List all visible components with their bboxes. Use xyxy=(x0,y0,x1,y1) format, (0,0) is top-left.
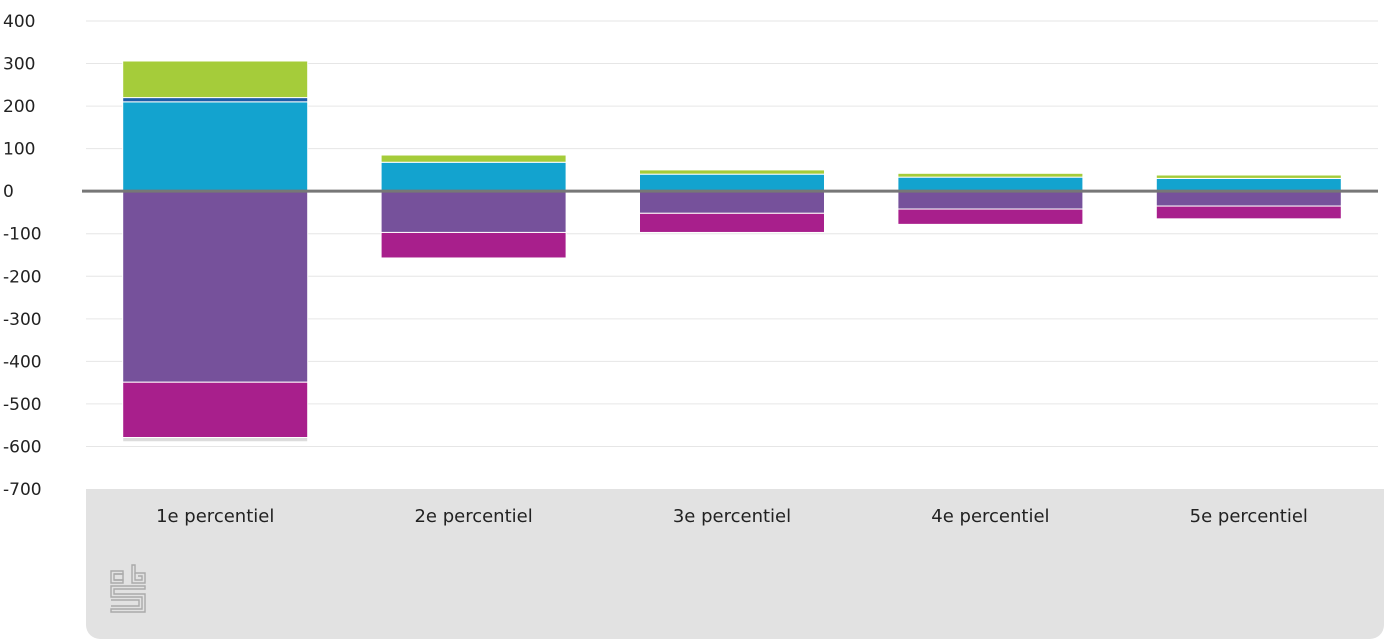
y-tick-label: 300 xyxy=(3,55,35,75)
bar-segment-2-6 xyxy=(380,154,567,163)
bar-segment-1-4 xyxy=(122,101,309,192)
bar-segment-5-4 xyxy=(1155,177,1342,192)
bar-segment-4-4 xyxy=(897,176,1084,192)
bar-segment-4-1 xyxy=(897,190,1084,210)
bar-segment-5-2 xyxy=(1155,205,1342,220)
y-tick-label: -300 xyxy=(3,310,42,330)
y-tick-label: 400 xyxy=(3,12,35,32)
bar-segment-2-1 xyxy=(380,190,567,233)
y-tick-label: -200 xyxy=(3,267,42,287)
bar-segment-3-1 xyxy=(639,190,825,214)
bar-segment-4-2 xyxy=(897,208,1084,225)
bar-segment-2-2 xyxy=(380,231,567,259)
y-axis-tick-labels: 400 300 200 100 0 -100 -200 -300 -400 -500 -600 -70… xyxy=(3,12,42,500)
bar-segment-1-1 xyxy=(122,190,309,383)
x-category-label: 3e percentiel xyxy=(673,506,791,527)
y-tick-label: -700 xyxy=(3,480,42,500)
x-axis-category-labels: 1e percentiel 2e percentiel 3e percentiel 4… xyxy=(156,506,1308,527)
bar-segment-1-2 xyxy=(122,381,309,439)
y-tick-label: -100 xyxy=(3,225,42,245)
bar-segment-2-4 xyxy=(380,161,567,192)
x-axis-panel xyxy=(86,489,1384,639)
bars xyxy=(122,60,1342,443)
y-tick-label: 200 xyxy=(3,97,35,117)
y-tick-label: 0 xyxy=(3,182,14,202)
y-tick-label: -400 xyxy=(3,352,42,372)
x-axis-panel-top xyxy=(86,489,1384,509)
cbs-logo-icon xyxy=(110,564,146,613)
x-category-label: 1e percentiel xyxy=(156,506,274,527)
bar-segment-5-6 xyxy=(1155,174,1342,179)
bar-segment-1-5 xyxy=(122,97,309,103)
bar-segment-1-6 xyxy=(122,60,309,99)
y-tick-label: -600 xyxy=(3,437,42,457)
x-category-label: 4e percentiel xyxy=(931,506,1049,527)
bar-segment-5-1 xyxy=(1155,190,1342,207)
bar-segment-1-3 xyxy=(122,437,309,443)
y-tick-label: 100 xyxy=(3,140,35,160)
y-tick-label: -500 xyxy=(3,395,42,415)
bar-segment-3-4 xyxy=(639,173,825,192)
bar-segment-3-6 xyxy=(639,169,825,175)
bar-segment-3-2 xyxy=(639,212,825,233)
x-category-label: 5e percentiel xyxy=(1190,506,1308,527)
bar-segment-4-6 xyxy=(897,172,1084,178)
x-category-label: 2e percentiel xyxy=(414,506,532,527)
